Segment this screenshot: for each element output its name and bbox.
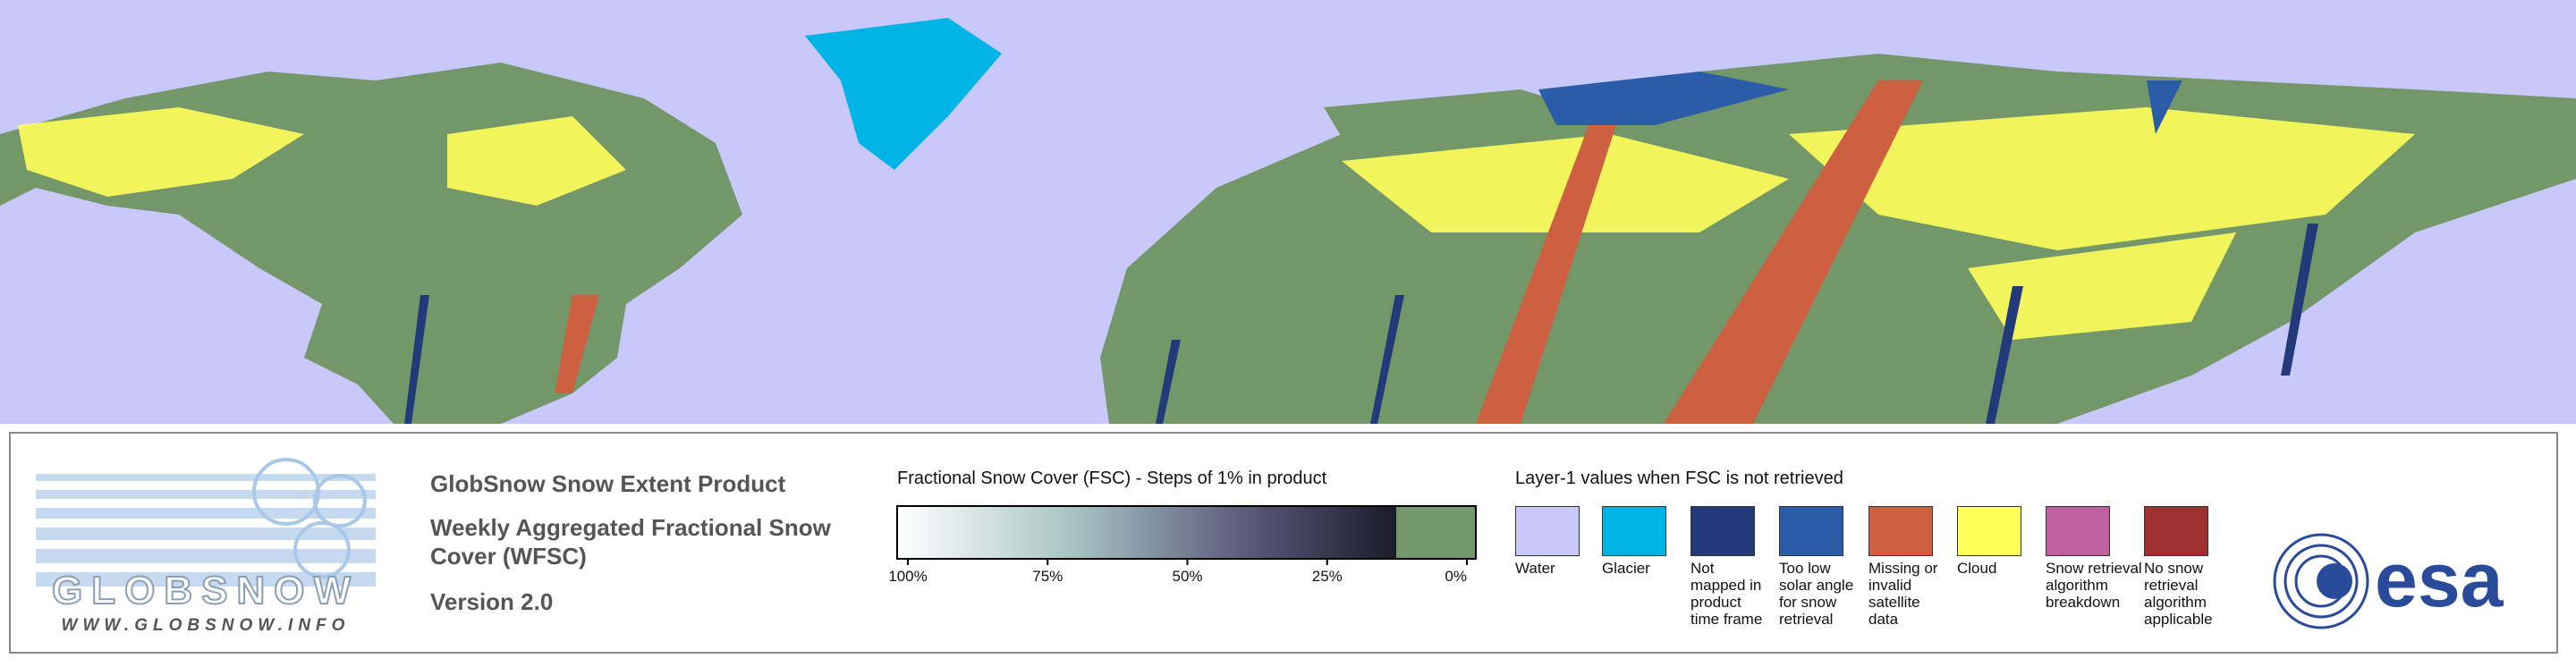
class-swatch: [1957, 506, 2021, 556]
fsc-tick-label: 50%: [1172, 568, 1202, 585]
fsc-title: Fractional Snow Cover (FSC) - Steps of 1…: [897, 469, 1327, 488]
fsc-colorbar: 100% 75% 50% 25% 0%: [890, 505, 1477, 585]
agency: esa: [2375, 537, 2504, 623]
class-label: No snow retrieval algorithm applicable: [2144, 560, 2213, 628]
class-label: Missing or invalid satellite data: [1868, 560, 1938, 628]
greenland: [805, 18, 1002, 170]
class-swatch: [1779, 506, 1843, 556]
class-label: Snow retrieval algorithm breakdown: [2046, 560, 2142, 611]
globsnow-logo: GLOBSNOW WWW.GLOBSNOW.INFO: [36, 458, 376, 635]
class-label: Too low solar angle for snow retrieval: [1779, 560, 1854, 628]
low-solar-angle: [1538, 72, 2182, 134]
fsc-tick-label: 100%: [890, 568, 928, 585]
logo-name: GLOBSNOW: [52, 569, 360, 612]
class-swatch: [1690, 506, 1755, 556]
esa-logo: esa: [2273, 533, 2504, 629]
logo-url: WWW.GLOBSNOW.INFO: [62, 616, 351, 635]
layer1-title: Layer-1 values when FSC is not retrieved: [1515, 469, 1843, 488]
class-swatch: [1602, 506, 1666, 556]
fsc-no-snow: [1396, 506, 1476, 559]
fsc-gradient: [897, 506, 1396, 559]
product-title: GlobSnow Snow Extent Product: [430, 470, 786, 497]
product-subtitle: Weekly Aggregated Fractional Snow Cover …: [430, 514, 831, 570]
legend-panel: [9, 432, 2558, 654]
missing-data-swaths: [555, 80, 1923, 424]
fsc-tick-label: 0%: [1445, 568, 1467, 585]
class-label: Glacier: [1602, 560, 1650, 577]
cloud-areas: [18, 107, 2415, 340]
product-version: Version 2.0: [430, 588, 554, 615]
class-label: Water: [1515, 560, 1555, 577]
map: [0, 0, 2576, 424]
class-swatch: [2046, 506, 2110, 556]
fsc-tick-label: 25%: [1312, 568, 1343, 585]
class-label: Cloud: [1957, 560, 1997, 577]
class-swatch: [2144, 506, 2208, 556]
class-swatch: [1868, 506, 1933, 556]
class-label: Not mapped in product time frame: [1690, 560, 1763, 628]
fsc-tick-label: 75%: [1032, 568, 1063, 585]
class-swatch: [1515, 506, 1580, 556]
